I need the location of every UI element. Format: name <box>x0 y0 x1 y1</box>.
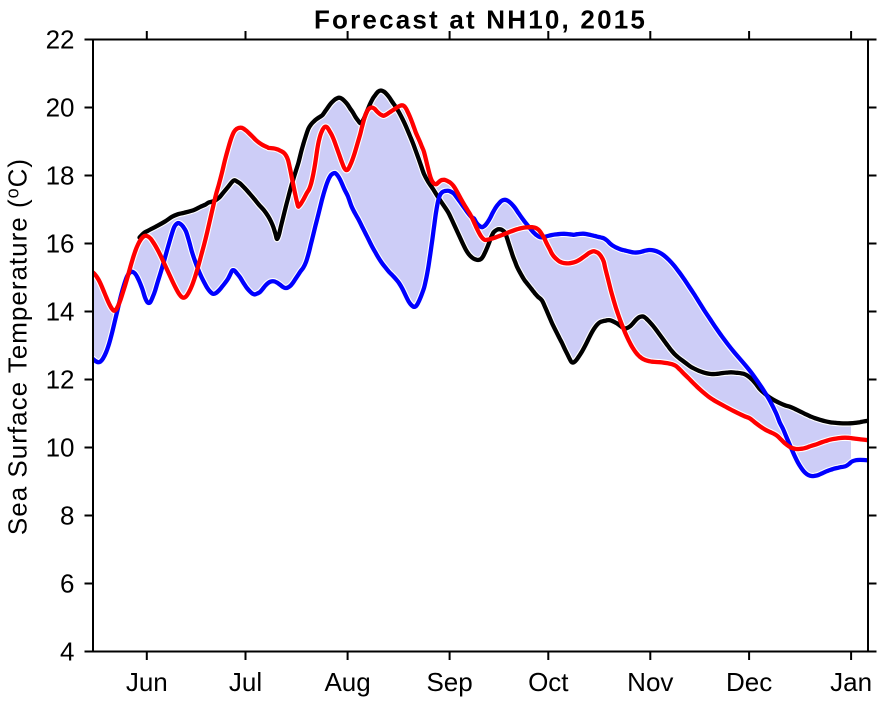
svg-text:4: 4 <box>60 637 74 667</box>
svg-text:22: 22 <box>46 25 75 55</box>
svg-text:Aug: Aug <box>324 667 370 697</box>
svg-text:10: 10 <box>46 433 75 463</box>
svg-text:Jan: Jan <box>830 667 872 697</box>
svg-text:16: 16 <box>46 229 75 259</box>
svg-text:6: 6 <box>60 569 74 599</box>
svg-text:Jun: Jun <box>126 667 168 697</box>
svg-text:Jul: Jul <box>229 667 262 697</box>
svg-text:Sea Surface Temperature (oC): Sea Surface Temperature (oC) <box>3 158 33 535</box>
svg-text:Dec: Dec <box>726 667 772 697</box>
svg-text:18: 18 <box>46 161 75 191</box>
svg-text:Sep: Sep <box>426 667 472 697</box>
svg-text:8: 8 <box>60 501 74 531</box>
svg-text:Oct: Oct <box>528 667 569 697</box>
svg-text:12: 12 <box>46 365 75 395</box>
svg-text:20: 20 <box>46 93 75 123</box>
svg-text:Nov: Nov <box>627 667 673 697</box>
svg-text:14: 14 <box>46 297 75 327</box>
svg-text:Forecast at NH10, 2015: Forecast at NH10, 2015 <box>314 5 647 35</box>
